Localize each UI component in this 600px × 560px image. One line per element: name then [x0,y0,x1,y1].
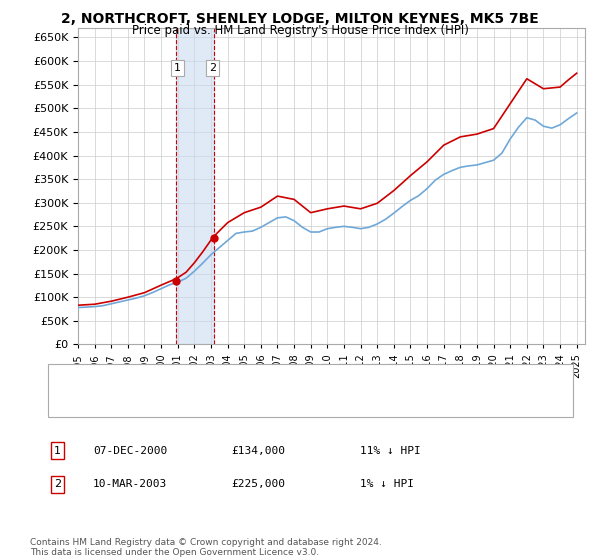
Text: 07-DEC-2000: 07-DEC-2000 [93,446,167,456]
Text: 11% ↓ HPI: 11% ↓ HPI [360,446,421,456]
Text: £134,000: £134,000 [231,446,285,456]
Text: 1: 1 [174,63,181,73]
Text: 2: 2 [209,63,217,73]
Text: 2, NORTHCROFT, SHENLEY LODGE, MILTON KEYNES, MK5 7BE: 2, NORTHCROFT, SHENLEY LODGE, MILTON KEY… [61,12,539,26]
Text: HPI: Average price, detached house, Milton Keynes: HPI: Average price, detached house, Milt… [93,398,358,408]
Text: 2: 2 [54,479,61,489]
Text: £225,000: £225,000 [231,479,285,489]
Text: 2, NORTHCROFT, SHENLEY LODGE, MILTON KEYNES, MK5 7BE (detached house): 2, NORTHCROFT, SHENLEY LODGE, MILTON KEY… [93,374,506,384]
Bar [176,28,214,344]
Text: 1% ↓ HPI: 1% ↓ HPI [360,479,414,489]
Text: 1: 1 [54,446,61,456]
Text: 10-MAR-2003: 10-MAR-2003 [93,479,167,489]
Text: Price paid vs. HM Land Registry's House Price Index (HPI): Price paid vs. HM Land Registry's House … [131,24,469,37]
Text: Contains HM Land Registry data © Crown copyright and database right 2024.
This d: Contains HM Land Registry data © Crown c… [30,538,382,557]
